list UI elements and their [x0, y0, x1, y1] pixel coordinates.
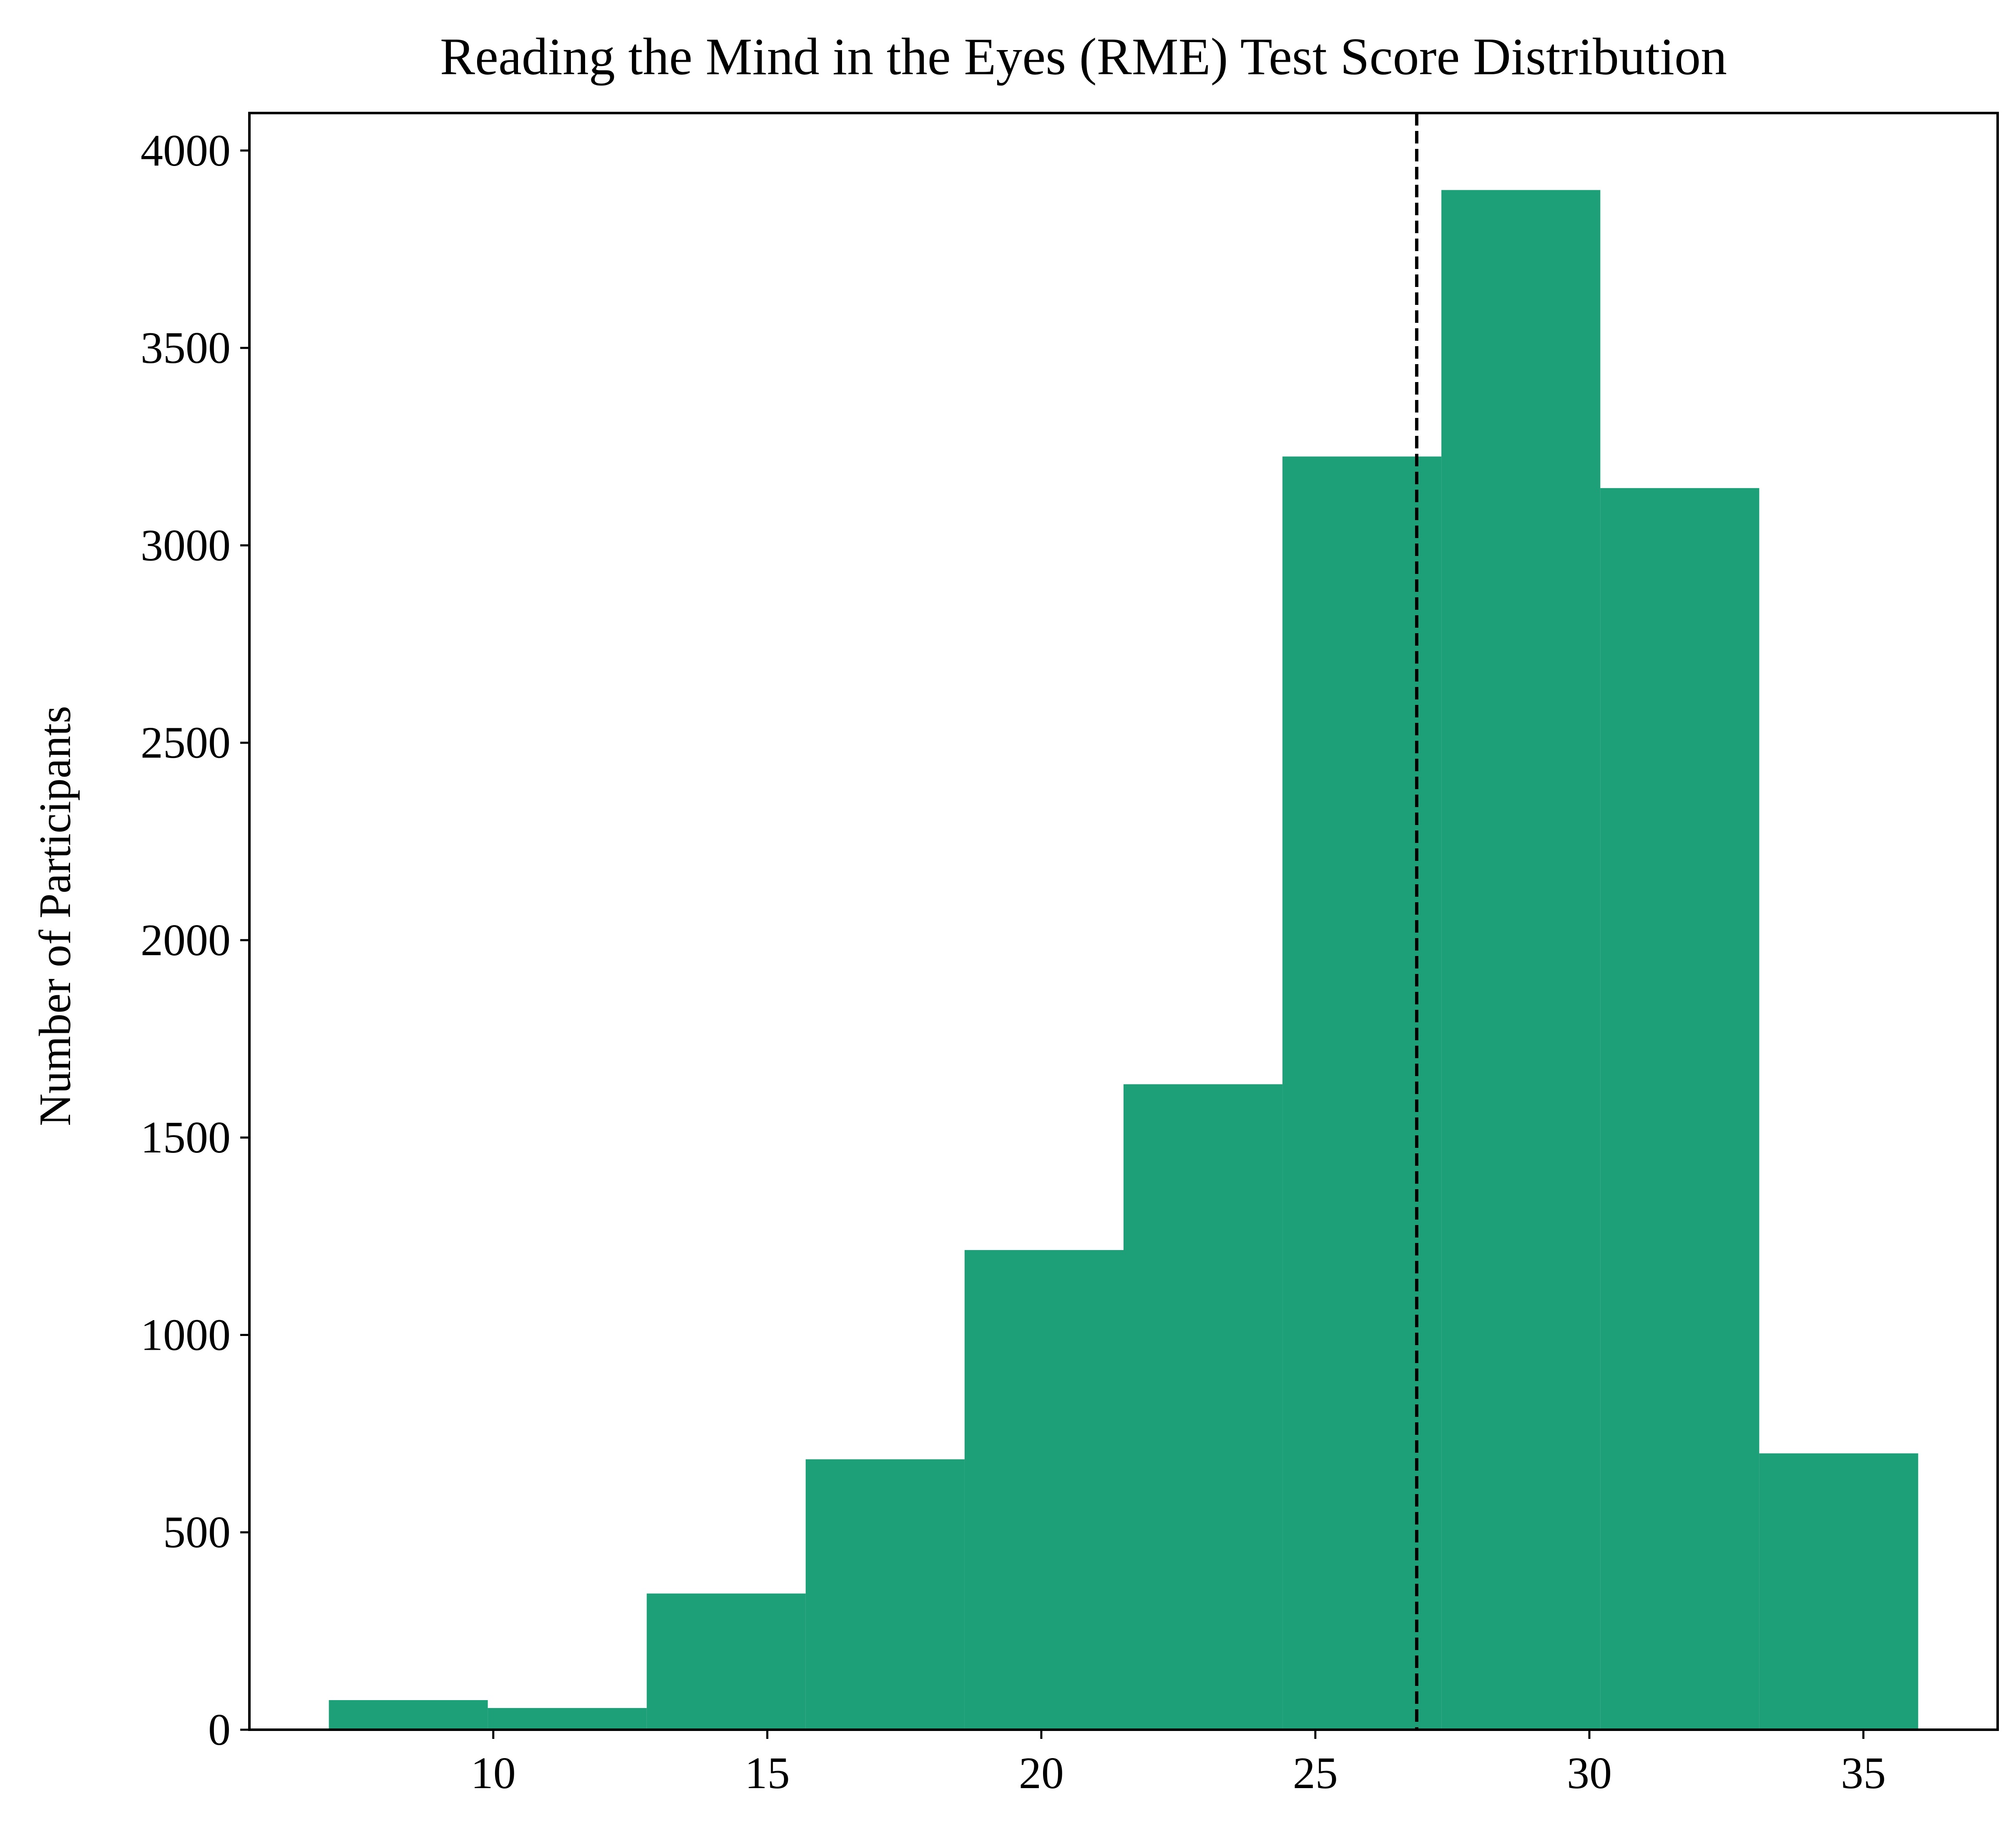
y-tick-label: 0 [208, 1705, 231, 1755]
y-tick-label: 3000 [141, 521, 231, 570]
chart-title: Reading the Mind in the Eyes (RME) Test … [440, 28, 1727, 86]
y-tick-label: 1000 [141, 1310, 231, 1360]
x-tick-label: 15 [745, 1748, 790, 1798]
x-tick-label: 20 [1019, 1748, 1064, 1798]
x-tick-label: 30 [1567, 1748, 1612, 1798]
histogram-bar [964, 1250, 1124, 1730]
y-axis-ticks: 0 500 1000 1500 2000 2500 3000 3500 4000 [141, 126, 249, 1755]
histogram-bar [1600, 488, 1760, 1730]
y-tick-label: 500 [163, 1508, 231, 1557]
histogram-bar [1441, 190, 1601, 1730]
histogram-bar [1124, 1084, 1283, 1730]
histogram-bars [329, 190, 1918, 1730]
histogram-bar [805, 1459, 965, 1730]
x-axis-ticks: 10 15 20 25 30 35 [471, 1730, 1886, 1798]
y-tick-label: 2000 [141, 916, 231, 965]
histogram-bar [1282, 456, 1442, 1730]
x-tick-label: 35 [1841, 1748, 1886, 1798]
histogram-bar [329, 1700, 488, 1730]
x-tick-label: 25 [1293, 1748, 1338, 1798]
plot-frame [248, 112, 1999, 1731]
y-tick-label: 4000 [141, 126, 231, 176]
x-tick-label: 10 [471, 1748, 516, 1798]
y-tick-label: 1500 [141, 1113, 231, 1162]
histogram-bar [488, 1708, 647, 1730]
histogram-bar [646, 1593, 806, 1730]
y-axis-label: Number of Participants [30, 706, 80, 1126]
histogram-bar [1759, 1453, 1918, 1730]
y-tick-label: 3500 [141, 323, 231, 373]
y-tick-label: 2500 [141, 718, 231, 768]
